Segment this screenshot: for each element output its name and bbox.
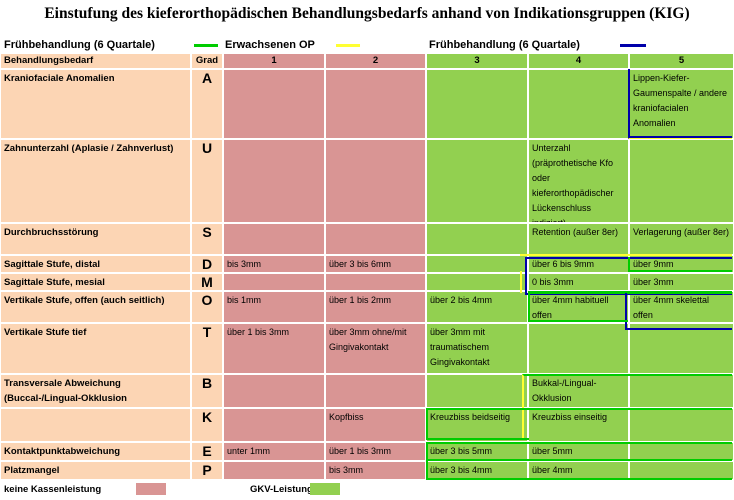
cell-m-2 bbox=[325, 273, 426, 291]
cell-k-2: Kopfbiss bbox=[325, 408, 426, 442]
row-label-k bbox=[0, 408, 191, 442]
page-title: Einstufung des kieferorthopädischen Beha… bbox=[44, 5, 690, 22]
grade-letter-s: S bbox=[191, 223, 223, 255]
cell-o-1: bis 1mm bbox=[223, 291, 325, 323]
cell-b-1 bbox=[223, 374, 325, 408]
cell-b-4: Bukkal-/Lingual-Okklusion bbox=[528, 374, 629, 408]
grade-letter-m: M bbox=[191, 273, 223, 291]
cell-s-5: Verlagerung (außer 8er) bbox=[629, 223, 734, 255]
cell-m-3 bbox=[426, 273, 528, 291]
legend-line-green bbox=[194, 44, 218, 47]
swatch-green bbox=[310, 483, 340, 495]
row-label-b: Transversale Abweichung (Buccal-/Lingual… bbox=[0, 374, 191, 408]
cell-a-2 bbox=[325, 69, 426, 139]
cell-d-3 bbox=[426, 255, 528, 273]
cell-u-1 bbox=[223, 139, 325, 223]
cell-a-1 bbox=[223, 69, 325, 139]
header-grade-4: 4 bbox=[528, 53, 629, 69]
cell-d-1: bis 3mm bbox=[223, 255, 325, 273]
cell-d-4: über 6 bis 9mm bbox=[528, 255, 629, 273]
cell-s-4: Retention (außer 8er) bbox=[528, 223, 629, 255]
header-grade-1: 1 bbox=[223, 53, 325, 69]
grade-letter-b: B bbox=[191, 374, 223, 408]
cell-s-1 bbox=[223, 223, 325, 255]
legend-label-fruehbehandlung-blue: Frühbehandlung (6 Quartale) bbox=[429, 39, 580, 51]
grade-letter-o: O bbox=[191, 291, 223, 323]
cell-b-5 bbox=[629, 374, 734, 408]
row-label-d: Sagittale Stufe, distal bbox=[0, 255, 191, 273]
cell-s-2 bbox=[325, 223, 426, 255]
cell-p-3: über 3 bis 4mm bbox=[426, 461, 528, 480]
grade-letter-e: E bbox=[191, 442, 223, 461]
cell-p-2: bis 3mm bbox=[325, 461, 426, 480]
cell-o-3: über 2 bis 4mm bbox=[426, 291, 528, 323]
cell-e-3: über 3 bis 5mm bbox=[426, 442, 528, 461]
cell-p-4: über 4mm bbox=[528, 461, 629, 480]
cell-t-1: über 1 bis 3mm bbox=[223, 323, 325, 374]
grade-letter-p: P bbox=[191, 461, 223, 480]
cell-t-5 bbox=[629, 323, 734, 374]
header-grade-5: 5 bbox=[629, 53, 734, 69]
cell-u-2 bbox=[325, 139, 426, 223]
header-behandlungsbedarf: Behandlungsbedarf bbox=[0, 53, 191, 69]
cell-u-3 bbox=[426, 139, 528, 223]
cell-k-1 bbox=[223, 408, 325, 442]
cell-a-3 bbox=[426, 69, 528, 139]
cell-e-2: über 1 bis 3mm bbox=[325, 442, 426, 461]
row-label-t: Vertikale Stufe tief bbox=[0, 323, 191, 374]
cell-b-2 bbox=[325, 374, 426, 408]
row-label-p: Platzmangel bbox=[0, 461, 191, 480]
legend-label-fruehbehandlung-green: Frühbehandlung (6 Quartale) bbox=[4, 39, 155, 51]
grade-letter-u: U bbox=[191, 139, 223, 223]
legend-label-erwachsenen-op: Erwachsenen OP bbox=[225, 39, 315, 51]
row-label-a: Kraniofaciale Anomalien bbox=[0, 69, 191, 139]
footer-gkv-leistung: GKV-Leistung bbox=[250, 484, 313, 495]
cell-u-5 bbox=[629, 139, 734, 223]
cell-u-4: Unterzahl (präprothetische Kfo oder kief… bbox=[528, 139, 629, 223]
grade-letter-a: A bbox=[191, 69, 223, 139]
cell-e-5 bbox=[629, 442, 734, 461]
grade-letter-t: T bbox=[191, 323, 223, 374]
cell-d-5: über 9mm bbox=[629, 255, 734, 273]
legend-line-blue bbox=[620, 44, 646, 47]
cell-a-4 bbox=[528, 69, 629, 139]
grade-letter-k: K bbox=[191, 408, 223, 442]
row-label-s: Durchbruchsstörung bbox=[0, 223, 191, 255]
row-label-e: Kontaktpunktabweichung bbox=[0, 442, 191, 461]
swatch-pink bbox=[136, 483, 166, 495]
row-label-m: Sagittale Stufe, mesial bbox=[0, 273, 191, 291]
header-grade-3: 3 bbox=[426, 53, 528, 69]
cell-o-4: über 4mm habituell offen bbox=[528, 291, 629, 323]
cell-e-1: unter 1mm bbox=[223, 442, 325, 461]
cell-k-3: Kreuzbiss beidseitig bbox=[426, 408, 528, 442]
row-label-o: Vertikale Stufe, offen (auch seitlich) bbox=[0, 291, 191, 323]
cell-m-1 bbox=[223, 273, 325, 291]
footer-keine-kassenleistung: keine Kassenleistung bbox=[4, 484, 102, 495]
cell-b-3 bbox=[426, 374, 528, 408]
cell-t-2: über 3mm ohne/mit Gingivakontakt bbox=[325, 323, 426, 374]
cell-d-2: über 3 bis 6mm bbox=[325, 255, 426, 273]
header-grade-2: 2 bbox=[325, 53, 426, 69]
row-label-u: Zahnunterzahl (Aplasie / Zahnverlust) bbox=[0, 139, 191, 223]
cell-t-3: über 3mm mit traumatischem Gingivakontak… bbox=[426, 323, 528, 374]
cell-k-5 bbox=[629, 408, 734, 442]
cell-p-5 bbox=[629, 461, 734, 480]
cell-s-3 bbox=[426, 223, 528, 255]
cell-p-1 bbox=[223, 461, 325, 480]
grade-letter-d: D bbox=[191, 255, 223, 273]
cell-k-4: Kreuzbiss einseitig bbox=[528, 408, 629, 442]
legend-line-yellow bbox=[336, 44, 360, 47]
cell-m-5: über 3mm bbox=[629, 273, 734, 291]
cell-t-4 bbox=[528, 323, 629, 374]
cell-m-4: 0 bis 3mm bbox=[528, 273, 629, 291]
cell-o-2: über 1 bis 2mm bbox=[325, 291, 426, 323]
cell-a-5: Lippen-Kiefer-Gaumenspalte / andere kran… bbox=[629, 69, 734, 139]
header-grad: Grad bbox=[191, 53, 223, 69]
cell-o-5: über 4mm skelettal offen bbox=[629, 291, 734, 323]
cell-e-4: über 5mm bbox=[528, 442, 629, 461]
